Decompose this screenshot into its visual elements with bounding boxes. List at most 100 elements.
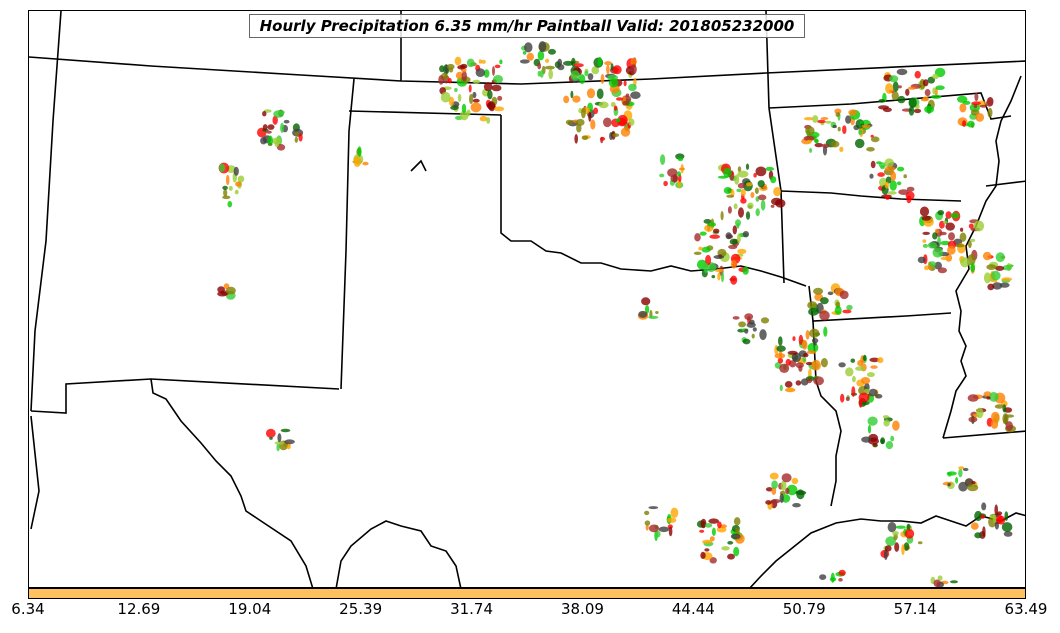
precip-paintball bbox=[723, 187, 733, 194]
precip-paintball bbox=[225, 174, 230, 186]
precip-paintball bbox=[992, 514, 997, 524]
precip-paintball bbox=[867, 416, 878, 426]
precip-paintball bbox=[877, 172, 885, 177]
precip-paintball bbox=[861, 124, 871, 128]
precip-paintball bbox=[727, 541, 734, 545]
precip-paintball bbox=[702, 539, 713, 544]
precip-paintball bbox=[987, 107, 993, 118]
precip-paintball bbox=[773, 187, 781, 197]
precip-paintball bbox=[820, 358, 828, 368]
precip-paintball bbox=[852, 375, 856, 383]
precip-paintball bbox=[792, 336, 796, 341]
precip-paintball bbox=[578, 74, 586, 85]
precip-paintball bbox=[353, 156, 362, 168]
precip-paintball bbox=[576, 123, 582, 133]
precip-paintball bbox=[975, 113, 985, 122]
precip-paintball bbox=[922, 243, 929, 248]
precip-paintball bbox=[840, 393, 845, 403]
precip-paintball bbox=[959, 232, 967, 242]
precip-paintball bbox=[974, 532, 982, 539]
precip-paintball bbox=[604, 61, 612, 66]
precip-paintball bbox=[883, 419, 890, 427]
precip-paintball bbox=[725, 232, 732, 240]
precip-paintball bbox=[937, 575, 943, 581]
precip-paintball bbox=[885, 194, 890, 200]
boundary-missouri-arkansas bbox=[780, 190, 962, 202]
precip-paintball bbox=[891, 91, 899, 101]
precip-paintball bbox=[519, 59, 530, 64]
precip-paintball bbox=[735, 527, 740, 536]
precip-paintball bbox=[986, 99, 994, 107]
colorbar bbox=[28, 588, 1026, 599]
precip-paintball bbox=[779, 363, 790, 373]
precip-paintball bbox=[737, 182, 746, 189]
precip-paintball bbox=[269, 436, 273, 440]
precip-paintball bbox=[940, 240, 951, 246]
precip-paintball bbox=[573, 63, 584, 68]
boundary-mexico-west bbox=[30, 415, 40, 530]
precip-paintball bbox=[276, 443, 280, 452]
precip-paintball bbox=[362, 161, 369, 166]
precip-paintball bbox=[217, 291, 228, 297]
precip-paintball bbox=[890, 171, 897, 182]
precip-paintball bbox=[982, 526, 986, 537]
precip-paintball bbox=[835, 112, 840, 117]
precip-paintball bbox=[457, 65, 466, 70]
precip-paintball bbox=[740, 189, 746, 196]
precip-paintball bbox=[499, 59, 503, 65]
precip-paintball bbox=[468, 84, 472, 93]
boundary-iowa-illinois-river bbox=[942, 75, 1022, 439]
precip-paintball bbox=[817, 119, 826, 124]
precip-paintball bbox=[814, 143, 824, 148]
precip-paintball bbox=[758, 194, 767, 201]
precip-paintball bbox=[908, 106, 915, 116]
precip-paintball bbox=[656, 530, 661, 538]
precip-paintball bbox=[968, 240, 972, 249]
precip-paintball bbox=[996, 511, 1003, 516]
precip-paintball bbox=[648, 315, 659, 319]
precip-paintball bbox=[994, 504, 998, 515]
precip-paintball bbox=[707, 222, 717, 227]
precip-paintball bbox=[677, 157, 684, 162]
precip-paintball bbox=[884, 181, 889, 189]
precip-paintball bbox=[830, 572, 835, 583]
precip-paintball bbox=[274, 441, 284, 445]
precip-paintball bbox=[906, 523, 911, 531]
precip-paintball bbox=[609, 132, 613, 141]
precip-paintball bbox=[880, 165, 885, 170]
precip-paintball bbox=[798, 334, 804, 345]
precip-paintball bbox=[796, 489, 805, 500]
precip-paintball bbox=[845, 396, 850, 402]
precip-paintball bbox=[274, 141, 279, 148]
precip-paintball bbox=[701, 246, 711, 253]
precip-paintball bbox=[905, 88, 910, 96]
precip-paintball bbox=[705, 254, 712, 266]
precip-paintball bbox=[586, 88, 596, 99]
precip-paintball bbox=[276, 144, 286, 151]
precip-paintball bbox=[809, 148, 813, 153]
boundary-north-row bbox=[29, 56, 767, 85]
precip-paintball bbox=[861, 436, 872, 443]
precip-paintball bbox=[855, 366, 865, 371]
precip-paintball bbox=[494, 64, 501, 69]
precip-paintball bbox=[217, 286, 225, 293]
precip-paintball bbox=[237, 175, 245, 183]
precip-paintball bbox=[992, 282, 1003, 290]
precip-paintball bbox=[439, 65, 445, 73]
precip-paintball bbox=[227, 201, 233, 208]
precip-paintball bbox=[492, 66, 495, 76]
precip-paintball bbox=[805, 361, 813, 366]
precip-paintball bbox=[791, 352, 802, 363]
precip-paintball bbox=[612, 65, 622, 75]
precip-paintball bbox=[813, 376, 824, 386]
precip-paintball bbox=[628, 83, 637, 92]
precip-paintball bbox=[906, 186, 915, 192]
precip-paintball bbox=[962, 120, 967, 127]
precip-paintball bbox=[945, 211, 952, 219]
precip-paintball bbox=[730, 260, 737, 269]
precip-paintball bbox=[983, 251, 992, 261]
precip-paintball bbox=[616, 97, 623, 101]
precip-paintball bbox=[785, 487, 790, 495]
precip-paintball bbox=[737, 248, 747, 255]
precip-paintball bbox=[1003, 419, 1007, 424]
